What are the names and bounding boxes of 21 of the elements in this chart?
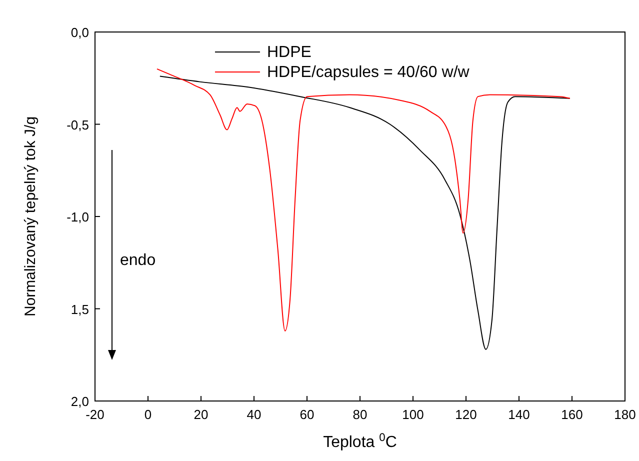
x-tick-label: 80 [352, 407, 368, 422]
x-tick-label: 140 [508, 407, 530, 422]
y-tick-label: 0,0 [70, 25, 89, 40]
legend-label: HDPE/capsules = 40/60 w/w [267, 64, 470, 81]
x-tick-label: 160 [561, 407, 583, 422]
y-tick-label: 1,5 [70, 302, 89, 317]
x-tick-label: 100 [402, 407, 424, 422]
x-tick-label: -20 [86, 407, 104, 422]
x-tick-label: 40 [246, 407, 262, 422]
y-tick-label: -1,0 [66, 210, 89, 224]
x-tick-label: 60 [300, 407, 314, 422]
x-axis-title: Teplota $^{0}$C [323, 432, 397, 451]
x-tick-label: 0 [144, 407, 152, 422]
annotation: endo [120, 252, 156, 269]
legend-label: HDPE [267, 44, 312, 61]
x-tick-label: 20 [194, 407, 208, 422]
x-tick-label: 120 [455, 407, 477, 422]
x-tick-label: 180 [614, 407, 636, 422]
y-tick-label: 2,0 [70, 394, 89, 409]
y-axis-title: Normalizovaný tepelný tok J/g [22, 116, 39, 317]
y-tick-label: -0,5 [66, 117, 89, 132]
